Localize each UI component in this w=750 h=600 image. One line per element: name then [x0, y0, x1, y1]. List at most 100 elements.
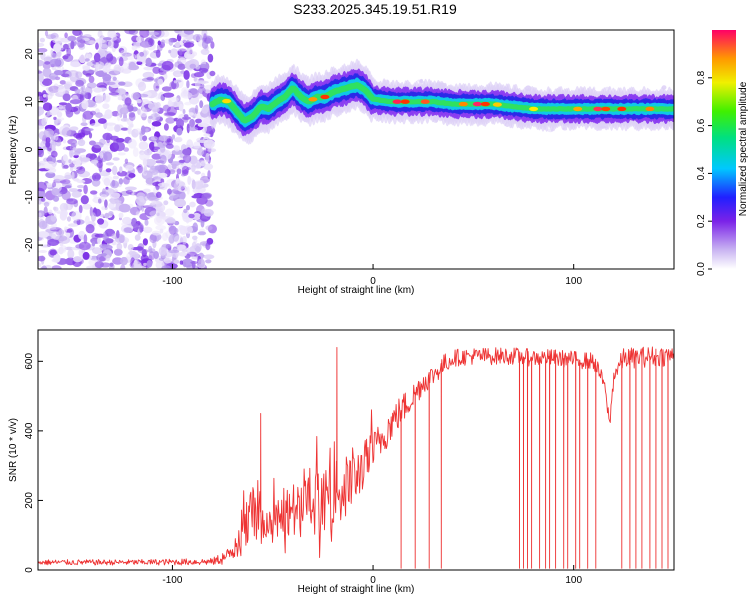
noise-speckle	[157, 78, 164, 85]
hot-spot	[400, 99, 410, 104]
noise-speckle	[118, 178, 124, 185]
noise-speckle	[167, 100, 173, 107]
noise-speckle	[52, 181, 57, 188]
noise-speckle	[130, 92, 140, 100]
noise-speckle	[182, 109, 186, 114]
noise-speckle	[43, 128, 55, 138]
noise-speckle	[197, 160, 209, 164]
noise-speckle	[120, 127, 129, 131]
noise-speckle	[118, 203, 131, 213]
hot-spot	[308, 97, 318, 102]
noise-speckle	[58, 229, 65, 236]
noise-speckle	[153, 82, 160, 92]
noise-speckle	[110, 200, 122, 205]
noise-speckle	[191, 195, 200, 199]
noise-speckle	[112, 76, 117, 81]
noise-speckle	[128, 139, 137, 149]
noise-speckle	[166, 138, 172, 143]
noise-speckle	[203, 133, 211, 137]
noise-speckle	[56, 111, 63, 118]
noise-speckle	[176, 127, 183, 136]
snr-x-ticks: -100 0 100	[162, 565, 582, 586]
noise-speckle	[82, 65, 91, 71]
noise-speckle	[76, 166, 83, 170]
noise-speckle	[200, 48, 210, 56]
noise-speckle	[143, 149, 153, 156]
noise-speckle	[128, 112, 136, 122]
noise-speckle	[164, 112, 176, 116]
noise-speckle	[80, 157, 91, 163]
noise-speckle	[102, 93, 111, 103]
noise-speckle	[166, 217, 176, 225]
noise-speckle	[148, 38, 154, 46]
noise-speckle	[181, 258, 194, 268]
noise-speckle	[38, 70, 43, 74]
hot-spot	[593, 106, 603, 112]
noise-speckle	[184, 101, 192, 106]
noise-speckle	[66, 232, 71, 238]
noise-speckle	[73, 154, 80, 159]
noise-speckle	[84, 128, 94, 132]
noise-speckle	[164, 208, 175, 217]
noise-speckle	[66, 47, 71, 57]
noise-speckle	[94, 94, 104, 104]
noise-speckle	[53, 116, 57, 120]
noise-speckle	[163, 111, 176, 117]
noise-speckle	[42, 94, 47, 98]
noise-speckle	[53, 175, 65, 182]
noise-speckle	[201, 106, 209, 114]
noise-speckle	[192, 188, 201, 194]
noise-speckle	[65, 102, 72, 112]
noise-speckle	[86, 62, 94, 67]
noise-speckle	[61, 190, 71, 201]
noise-speckle	[145, 128, 149, 133]
noise-speckle	[83, 34, 92, 39]
noise-speckle	[161, 60, 174, 71]
noise-speckle	[191, 163, 196, 173]
noise-speckle	[95, 42, 99, 50]
noise-speckle	[81, 99, 89, 110]
noise-speckle	[199, 100, 204, 109]
noise-speckle	[111, 110, 120, 117]
noise-speckle	[99, 151, 104, 159]
noise-speckle	[195, 118, 202, 124]
noise-speckle	[210, 41, 215, 49]
noise-speckle	[109, 192, 121, 199]
noise-speckle	[94, 261, 104, 269]
noise-speckle	[38, 162, 41, 167]
noise-speckle	[158, 172, 168, 178]
noise-speckle	[139, 51, 145, 57]
noise-speckle	[197, 122, 207, 127]
noise-speckle	[131, 128, 139, 138]
noise-speckle	[203, 33, 207, 42]
noise-speckle	[58, 104, 63, 110]
noise-speckle	[163, 257, 173, 264]
noise-speckle	[134, 128, 142, 134]
noise-speckle	[46, 225, 57, 230]
noise-speckle	[178, 103, 184, 112]
noise-speckle	[155, 225, 167, 231]
noise-speckle	[38, 106, 45, 116]
noise-speckle	[161, 39, 166, 45]
noise-speckle	[192, 222, 198, 233]
noise-speckle	[65, 184, 73, 189]
noise-speckle	[148, 31, 160, 36]
noise-speckle	[161, 182, 165, 186]
noise-speckle	[38, 250, 48, 253]
noise-speckle	[205, 199, 214, 207]
noise-speckle	[67, 35, 77, 42]
noise-speckle	[179, 49, 183, 56]
noise-speckle	[118, 81, 126, 86]
noise-speckle	[46, 147, 52, 151]
noise-speckle	[38, 131, 46, 140]
noise-speckle	[112, 157, 120, 161]
noise-speckle	[84, 58, 90, 62]
colorbar-tick-label: 0.4	[696, 166, 707, 180]
noise-speckle	[128, 111, 136, 118]
noise-speckle	[102, 231, 107, 242]
snr-series-line	[38, 346, 674, 569]
noise-speckle	[124, 30, 136, 35]
noise-speckle	[71, 171, 75, 180]
noise-speckle	[174, 41, 181, 48]
noise-speckle	[143, 165, 148, 175]
